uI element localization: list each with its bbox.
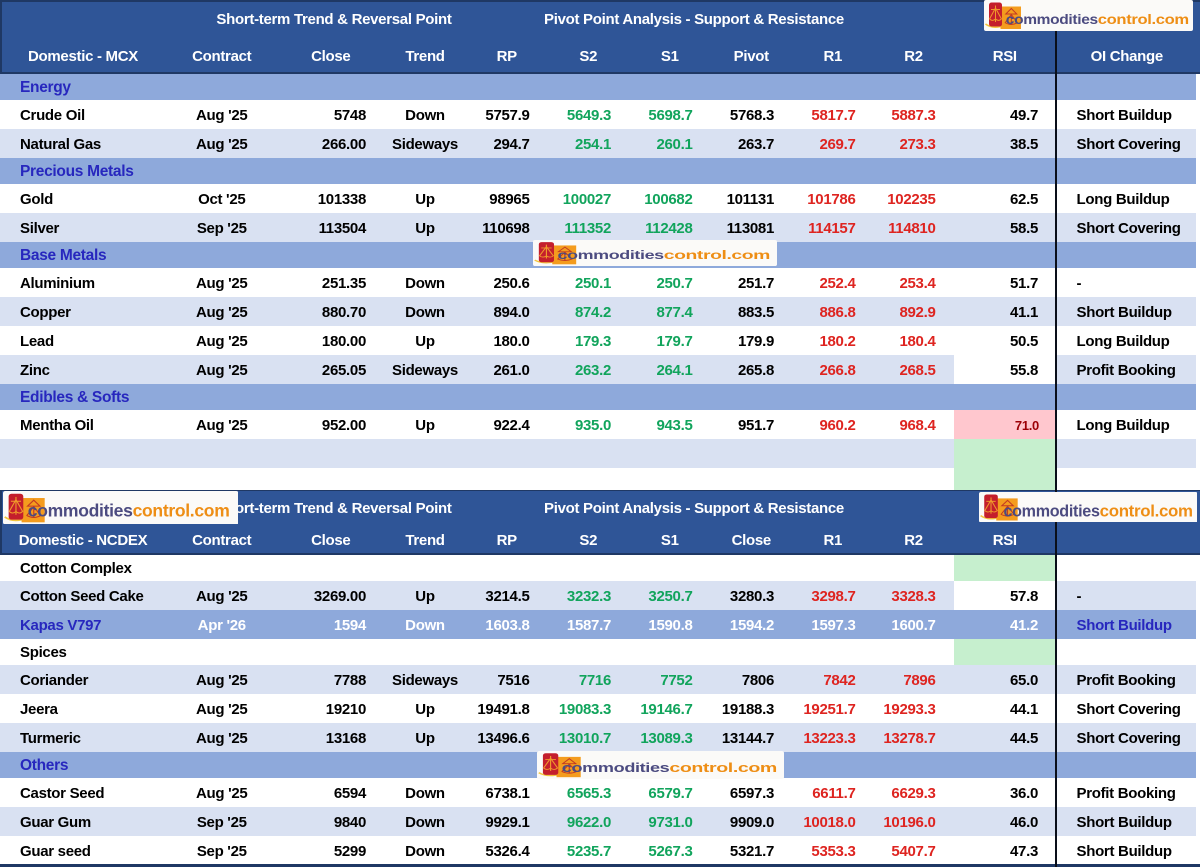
svg-text:control.com: control.com xyxy=(669,761,777,776)
svg-text:commodities: commodities xyxy=(1003,502,1099,520)
svg-text:control.com: control.com xyxy=(664,248,770,261)
svg-text:control.com: control.com xyxy=(1099,502,1192,520)
svg-text:commodities: commodities xyxy=(562,761,670,776)
svg-text:commodities: commodities xyxy=(27,500,132,520)
svg-text:commodities: commodities xyxy=(558,248,665,261)
svg-text:commodities: commodities xyxy=(1006,11,1099,27)
svg-text:control.com: control.com xyxy=(1098,11,1189,27)
svg-text:control.com: control.com xyxy=(132,500,229,520)
